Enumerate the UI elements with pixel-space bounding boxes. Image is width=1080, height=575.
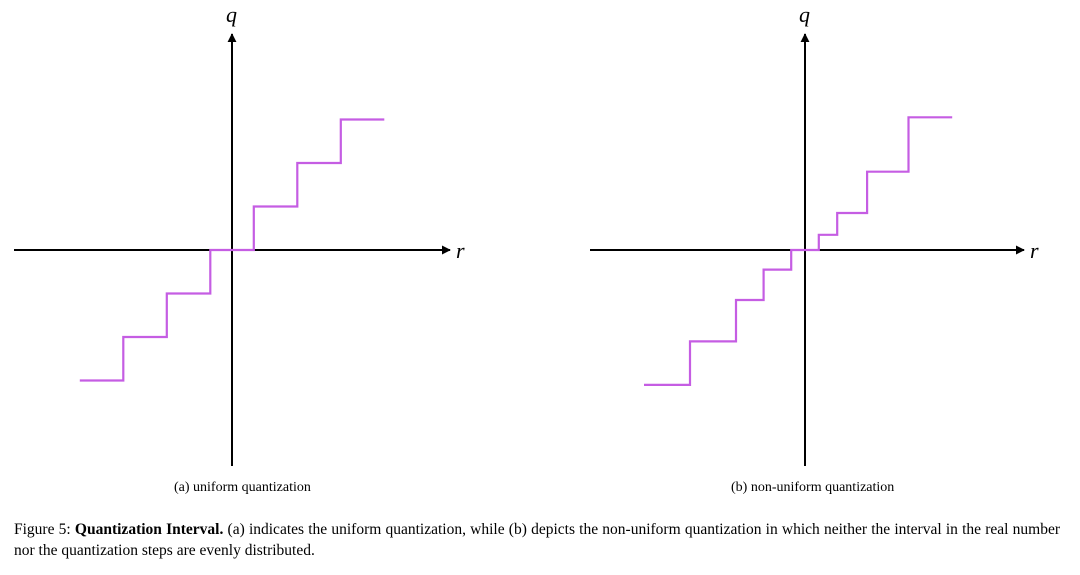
- subcaption-b: (b) non-uniform quantization: [731, 480, 895, 495]
- subcaption-a: (a) uniform quantization: [174, 480, 311, 495]
- x-axis-label: r: [1030, 238, 1039, 263]
- x-axis-label: r: [456, 238, 465, 263]
- staircase-line: [644, 116, 953, 386]
- figure-caption: Figure 5: Quantization Interval. (a) ind…: [14, 519, 1060, 561]
- y-axis-label: q: [799, 2, 810, 27]
- figure: q r q r: [14, 2, 1039, 466]
- caption-prefix: Figure 5:: [14, 521, 75, 538]
- panel-non-uniform-quantization: q r: [590, 2, 1039, 466]
- caption-text: (a) indicates the uniform quantization, …: [14, 521, 1060, 559]
- y-axis-label: q: [226, 2, 237, 27]
- panel-uniform-quantization: q r: [14, 2, 465, 466]
- staircase-line: [79, 118, 385, 382]
- caption-title: Quantization Interval.: [74, 521, 224, 538]
